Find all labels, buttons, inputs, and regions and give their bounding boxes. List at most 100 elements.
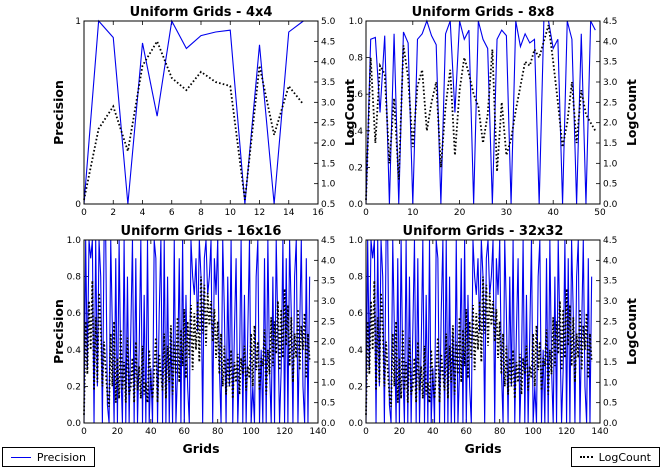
legend-precision-label: Precision xyxy=(36,450,86,464)
x-tick-label: 40 xyxy=(427,427,439,437)
legend-precision: Precision xyxy=(2,447,95,467)
y2-tick-label: 2.5 xyxy=(603,98,617,108)
x-tick-label: 20 xyxy=(394,427,406,437)
y2-tick-label: 3.0 xyxy=(603,297,618,307)
x-axis-label: Grids xyxy=(182,441,219,456)
y2-axis-label: LogCount xyxy=(624,298,639,365)
subplot-3: 0 20 40 60 80 100 120 1400.00.20.40.60.81.00.00… xyxy=(51,224,336,456)
y-tick-label: 0.4 xyxy=(349,346,364,356)
y-tick-label: 0.8 xyxy=(349,54,364,64)
x-tick-label: 12 xyxy=(254,208,265,218)
y2-tick-label: 4.0 xyxy=(603,37,618,47)
logcount-line xyxy=(365,24,597,200)
y2-tick-label: 1.0 xyxy=(321,378,336,388)
x-tick-label: 80 xyxy=(494,427,506,437)
y2-tick-label: 0.5 xyxy=(321,200,335,210)
precision-line xyxy=(83,239,311,424)
y2-tick-label: 2.5 xyxy=(321,317,335,327)
x-tick-label: 60 xyxy=(179,427,191,437)
y2-tick-label: 1.5 xyxy=(603,358,617,368)
y2-tick-label: 2.0 xyxy=(603,338,618,348)
logcount-line xyxy=(83,39,305,201)
y-tick-label: 0.8 xyxy=(349,273,364,283)
precision-line xyxy=(83,19,304,205)
logcount-line xyxy=(83,276,311,415)
y-tick-label: 0.2 xyxy=(67,382,81,392)
x-tick-label: 30 xyxy=(501,208,513,218)
y2-tick-label: 2.5 xyxy=(603,317,617,327)
precision-line xyxy=(365,19,596,205)
x-axis-label: Grids xyxy=(464,441,501,456)
y2-axis-label: LogCount xyxy=(624,79,639,146)
x-tick-label: 80 xyxy=(212,427,224,437)
x-tick-label: 0 xyxy=(363,427,369,437)
x-tick-label: 0 xyxy=(81,427,87,437)
y-tick-label: 0 xyxy=(75,200,81,210)
x-tick-label: 100 xyxy=(525,427,542,437)
x-tick-label: 2 xyxy=(110,208,116,218)
y-tick-label: 0.0 xyxy=(349,200,364,210)
x-tick-label: 140 xyxy=(591,427,608,437)
y2-tick-label: 4.5 xyxy=(321,236,335,246)
y2-tick-label: 3.5 xyxy=(321,277,335,287)
logcount-line xyxy=(365,276,593,415)
x-tick-label: 8 xyxy=(198,208,204,218)
y2-tick-label: 1.0 xyxy=(321,180,336,190)
x-tick-label: 50 xyxy=(594,208,606,218)
y2-tick-label: 0.5 xyxy=(603,180,617,190)
x-tick-label: 6 xyxy=(169,208,175,218)
y-tick-label: 0.0 xyxy=(67,419,82,429)
plot-frame xyxy=(83,239,319,424)
y-tick-label: 1 xyxy=(75,17,81,27)
y2-axis-label: LogCount xyxy=(342,79,357,146)
subplot-4: 0 20 40 60 80 100 120 1400.00.20.40.60.81.00.00… xyxy=(349,224,639,456)
y2-tick-label: 0.0 xyxy=(603,200,618,210)
y-tick-label: 0.8 xyxy=(67,273,82,283)
x-tick-label: 120 xyxy=(276,427,293,437)
y2-tick-label: 3.5 xyxy=(321,78,335,88)
y2-tick-label: 0.5 xyxy=(603,399,617,409)
y2-tick-label: 2.5 xyxy=(321,119,335,129)
y2-tick-label: 0.5 xyxy=(321,399,335,409)
legend-logcount: LogCount xyxy=(571,447,660,467)
y2-tick-label: 2.0 xyxy=(603,119,618,129)
y2-tick-label: 3.0 xyxy=(603,78,618,88)
y-tick-label: 0.0 xyxy=(349,419,364,429)
y2-tick-label: 0.0 xyxy=(603,419,618,429)
chart-title: Uniform Grids - 16x16 xyxy=(121,224,282,239)
plot-frame xyxy=(83,20,319,205)
chart-title: Uniform Grids - 32x32 xyxy=(403,224,564,239)
x-tick-label: 40 xyxy=(547,208,559,218)
y-tick-label: 0.2 xyxy=(349,382,363,392)
y2-tick-label: 1.5 xyxy=(321,358,335,368)
y2-tick-label: 4.5 xyxy=(603,236,617,246)
plot-frame xyxy=(365,239,601,424)
y2-tick-label: 4.0 xyxy=(321,58,336,68)
y2-tick-label: 3.0 xyxy=(321,98,336,108)
y2-tick-label: 4.0 xyxy=(603,256,618,266)
precision-swatch xyxy=(11,456,31,458)
x-tick-label: 10 xyxy=(407,208,419,218)
y-tick-label: 0.6 xyxy=(349,309,364,319)
logcount-swatch xyxy=(580,456,593,458)
y2-tick-label: 3.5 xyxy=(603,277,617,287)
y-tick-label: 0.6 xyxy=(67,309,82,319)
y-tick-label: 0.2 xyxy=(349,163,363,173)
y-tick-label: 1.0 xyxy=(349,17,364,27)
y2-tick-label: 4.0 xyxy=(321,256,336,266)
precision-line xyxy=(365,239,593,424)
chart-title: Uniform Grids - 4x4 xyxy=(130,5,273,20)
y-axis-label: Precision xyxy=(51,80,66,145)
chart-title: Uniform Grids - 8x8 xyxy=(412,5,555,20)
subplot-2: 0 10 20 30 40 500.00.20.40.60.81.00.00.51.01.… xyxy=(349,5,639,218)
y2-tick-label: 1.0 xyxy=(603,378,618,388)
y2-tick-label: 4.5 xyxy=(603,17,617,27)
y-axis-label: Precision xyxy=(51,299,66,364)
legend-logcount-label: LogCount xyxy=(598,450,651,464)
y2-tick-label: 2.0 xyxy=(321,338,336,348)
y2-tick-label: 0.0 xyxy=(321,419,336,429)
y-tick-label: 0.4 xyxy=(349,127,364,137)
plot-frame xyxy=(365,20,601,205)
x-tick-label: 140 xyxy=(309,427,326,437)
